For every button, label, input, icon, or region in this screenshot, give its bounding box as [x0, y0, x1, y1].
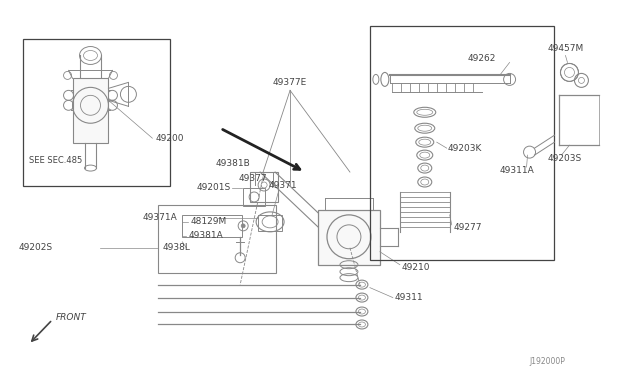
Text: J192000P: J192000P [529, 357, 565, 366]
Text: 49311: 49311 [395, 293, 424, 302]
Bar [72, 78, 108, 143]
Text: 4938L: 4938L [163, 243, 190, 252]
Bar [258, 215, 282, 231]
Text: 49381A: 49381A [188, 231, 223, 240]
Text: 49200: 49200 [156, 134, 184, 143]
Text: 49371: 49371 [268, 180, 297, 189]
Text: 49203K: 49203K [448, 144, 482, 153]
Text: 49202S: 49202S [19, 243, 52, 252]
Text: 48129M: 48129M [190, 217, 227, 227]
Text: 49457M: 49457M [547, 44, 584, 53]
Text: 49377: 49377 [238, 173, 267, 183]
Text: 49377E: 49377E [272, 78, 307, 87]
Text: SEE SEC.485: SEE SEC.485 [29, 155, 82, 164]
Text: 49371A: 49371A [142, 214, 177, 222]
Text: 49311A: 49311A [500, 166, 534, 174]
Bar [250, 172, 278, 202]
Text: 49210: 49210 [402, 263, 430, 272]
Bar [243, 188, 265, 206]
Bar [158, 205, 276, 273]
Text: 49262: 49262 [468, 54, 496, 63]
Text: 49381B: 49381B [215, 158, 250, 167]
Text: FRONT: FRONT [56, 313, 86, 322]
Circle shape [241, 224, 245, 228]
Text: 49277: 49277 [454, 223, 482, 232]
Text: 49201S: 49201S [196, 183, 230, 192]
Bar [182, 215, 242, 237]
Bar [22, 39, 170, 186]
Bar [370, 26, 554, 260]
Bar [318, 210, 380, 265]
Text: 49203S: 49203S [547, 154, 582, 163]
